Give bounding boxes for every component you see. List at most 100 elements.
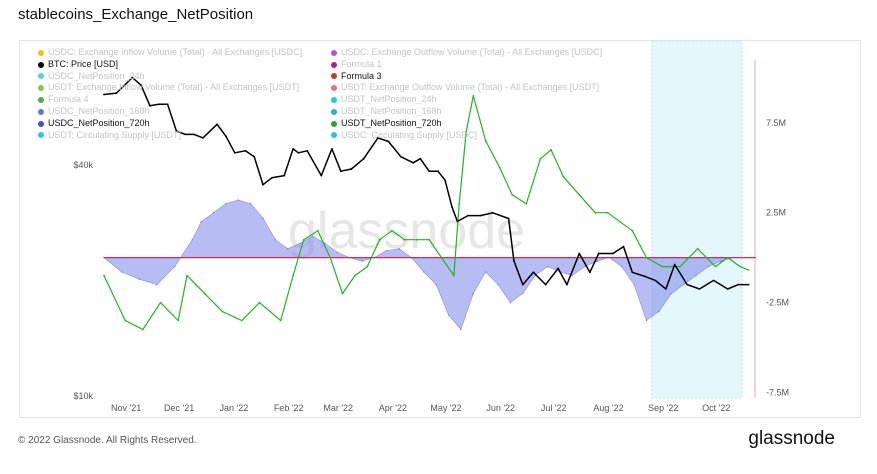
legend-item[interactable]: USDT: Exchange Outflow Volume (Total) - … (331, 82, 602, 94)
usdc-point (274, 238, 277, 241)
y-axis-left: $10k $40k (73, 160, 93, 401)
usdt-netposition-line (103, 95, 750, 331)
x-tick-label: Jan '22 (220, 403, 249, 413)
legend-item[interactable]: USDC_NetPosition_168h (38, 106, 302, 118)
btc-price-point (297, 151, 300, 154)
btc-price-point (362, 157, 365, 160)
btc-price-point (320, 174, 323, 177)
usdt-netposition-point (453, 274, 455, 277)
legend-item[interactable]: USDT: Exchange Inflow Volume (Total) - A… (38, 82, 302, 94)
usdt-netposition-point (472, 95, 475, 97)
usdc-point (695, 274, 697, 277)
legend-dot-icon (38, 49, 44, 56)
usdc-point (156, 283, 158, 286)
legend-item[interactable]: USDC_NetPosition_24h (38, 71, 302, 83)
legend-label: USDT: Circulating Supply [USDT] (48, 129, 182, 140)
x-tick-label: Apr '22 (379, 403, 407, 413)
legend-item[interactable]: Formula 4 (38, 94, 302, 106)
usdt-netposition-point (498, 166, 501, 169)
btc-price-point (149, 104, 151, 107)
btc-price-point (737, 283, 740, 286)
usdt-netposition-point (316, 229, 319, 232)
btc-price-point (726, 288, 729, 290)
btc-price-point (184, 133, 187, 136)
usdc-point (191, 238, 194, 241)
x-tick-label: May '22 (430, 403, 461, 413)
legend-item[interactable]: USDC: Exchange Outflow Volume (Total) - … (331, 47, 602, 59)
btc-price-point (350, 168, 353, 170)
usdc-point (497, 283, 499, 286)
legend-item[interactable]: Formula 1 (331, 59, 602, 71)
x-tick-label: Sep '22 (648, 403, 678, 413)
usdt-netposition-point (415, 238, 418, 241)
btc-price-point (202, 137, 204, 139)
usdc-point (398, 247, 400, 250)
legend-dot-icon (331, 85, 337, 92)
usdc-point (707, 265, 710, 268)
legend-item[interactable]: Formula 3 (331, 71, 602, 83)
legend-dot-icon (331, 120, 337, 127)
usdt-netposition-point (221, 310, 224, 313)
legend-label: USDC_NetPosition_24h (48, 70, 145, 81)
btc-price-point (131, 76, 134, 79)
legend-item[interactable]: USDT: Circulating Supply [USDT] (38, 130, 302, 142)
legend-dot-icon (38, 132, 44, 139)
usdt-netposition-point (428, 238, 430, 241)
y-right-tick-label: -2.5M (766, 298, 789, 308)
legend-label: USDT: Exchange Inflow Volume (Total) - A… (48, 82, 300, 93)
btc-price-point (331, 148, 333, 150)
usdc-point (719, 260, 722, 263)
x-tick-label: Mar '22 (323, 403, 353, 413)
legend-label: Formula 4 (48, 94, 89, 105)
btc-price-point (262, 183, 264, 186)
usdt-netposition-point (578, 193, 581, 196)
usdc-point (299, 242, 301, 245)
usdt-netposition-point (739, 265, 741, 268)
btc-price-point (387, 140, 390, 143)
btc-price-point (412, 161, 415, 164)
btc-price-point (233, 151, 236, 154)
legend-right: USDC: Exchange Outflow Volume (Total) - … (331, 47, 602, 141)
btc-price-point (544, 283, 547, 286)
legend-dot-icon (38, 73, 44, 80)
btc-price-point (419, 157, 422, 160)
legend-item[interactable]: USDT_NetPosition_720h (331, 118, 602, 130)
legend-label: USDC: Exchange Inflow Volume (Total) - A… (48, 47, 303, 57)
legend-item[interactable]: USDC: Circulating Supply [USDC] (331, 130, 602, 142)
btc-price-point (491, 211, 494, 214)
btc-price-point (631, 271, 634, 274)
usdt-netposition-point (366, 265, 369, 268)
btc-price-point (612, 252, 614, 255)
x-tick-label: Jul '22 (541, 403, 567, 413)
legend-dot-icon (331, 61, 337, 68)
btc-price-point (532, 271, 535, 274)
usdt-netposition-point (329, 256, 332, 259)
usdt-netposition-point (440, 256, 443, 259)
usdt-netposition-point (142, 328, 144, 331)
usdc-point (633, 283, 635, 286)
legend-item[interactable]: USDT_NetPosition_24h (331, 94, 602, 106)
usdt-netposition-720h-series (103, 95, 750, 331)
legend-label: USDT_NetPosition_168h (341, 105, 442, 116)
usdt-netposition-point (661, 265, 664, 268)
legend-item[interactable]: BTC: Price [USD] (38, 59, 302, 71)
usdt-netposition-point (458, 202, 461, 205)
btc-price-point (712, 279, 715, 282)
x-tick-label: Dec '21 (164, 403, 194, 413)
btc-price-point (216, 123, 219, 126)
usdc-point (225, 202, 227, 205)
legend-dot-icon (331, 132, 337, 139)
btc-price-point (467, 214, 469, 217)
usdt-netposition-point (525, 202, 528, 205)
usdt-netposition-point (606, 211, 609, 214)
usdt-netposition-point (124, 319, 127, 322)
y-axis-right: 7.5M 2.5M -2.5M -7.5M (766, 118, 789, 397)
legend-label: Formula 3 (341, 70, 382, 81)
legend-item[interactable]: USDC_NetPosition_720h (38, 118, 302, 130)
legend-dot-icon (331, 108, 337, 115)
usdc-point (484, 271, 487, 273)
legend-item[interactable]: USDT_NetPosition_168h (331, 106, 602, 118)
btc-price-point (306, 149, 309, 152)
legend-item[interactable]: USDC: Exchange Inflow Volume (Total) - A… (38, 47, 302, 59)
